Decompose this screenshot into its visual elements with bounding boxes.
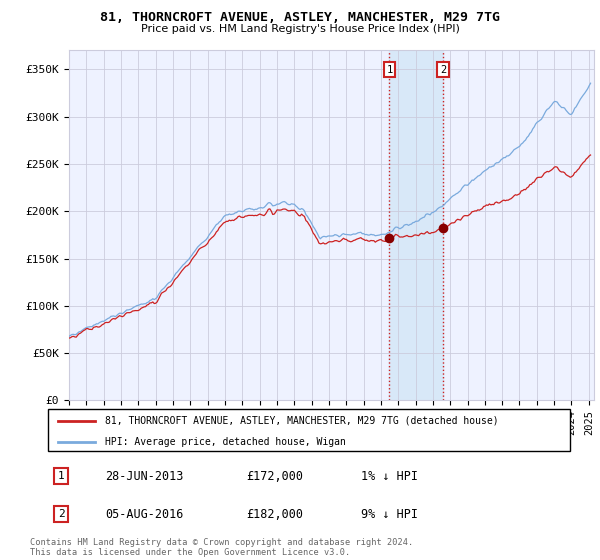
Text: Contains HM Land Registry data © Crown copyright and database right 2024.
This d: Contains HM Land Registry data © Crown c… <box>30 538 413 557</box>
Bar <box>389 50 443 400</box>
Text: £172,000: £172,000 <box>247 469 304 483</box>
Text: 9% ↓ HPI: 9% ↓ HPI <box>361 507 418 521</box>
Text: 81, THORNCROFT AVENUE, ASTLEY, MANCHESTER, M29 7TG: 81, THORNCROFT AVENUE, ASTLEY, MANCHESTE… <box>100 11 500 24</box>
Text: 2: 2 <box>58 509 64 519</box>
Text: 1: 1 <box>58 471 64 481</box>
Text: 81, THORNCROFT AVENUE, ASTLEY, MANCHESTER, M29 7TG (detached house): 81, THORNCROFT AVENUE, ASTLEY, MANCHESTE… <box>106 416 499 426</box>
Text: 1% ↓ HPI: 1% ↓ HPI <box>361 469 418 483</box>
Text: Price paid vs. HM Land Registry's House Price Index (HPI): Price paid vs. HM Land Registry's House … <box>140 24 460 34</box>
Text: 28-JUN-2013: 28-JUN-2013 <box>106 469 184 483</box>
Text: HPI: Average price, detached house, Wigan: HPI: Average price, detached house, Wiga… <box>106 437 346 446</box>
Text: 2: 2 <box>440 64 446 74</box>
FancyBboxPatch shape <box>48 409 570 451</box>
Text: £182,000: £182,000 <box>247 507 304 521</box>
Text: 05-AUG-2016: 05-AUG-2016 <box>106 507 184 521</box>
Text: 1: 1 <box>386 64 392 74</box>
